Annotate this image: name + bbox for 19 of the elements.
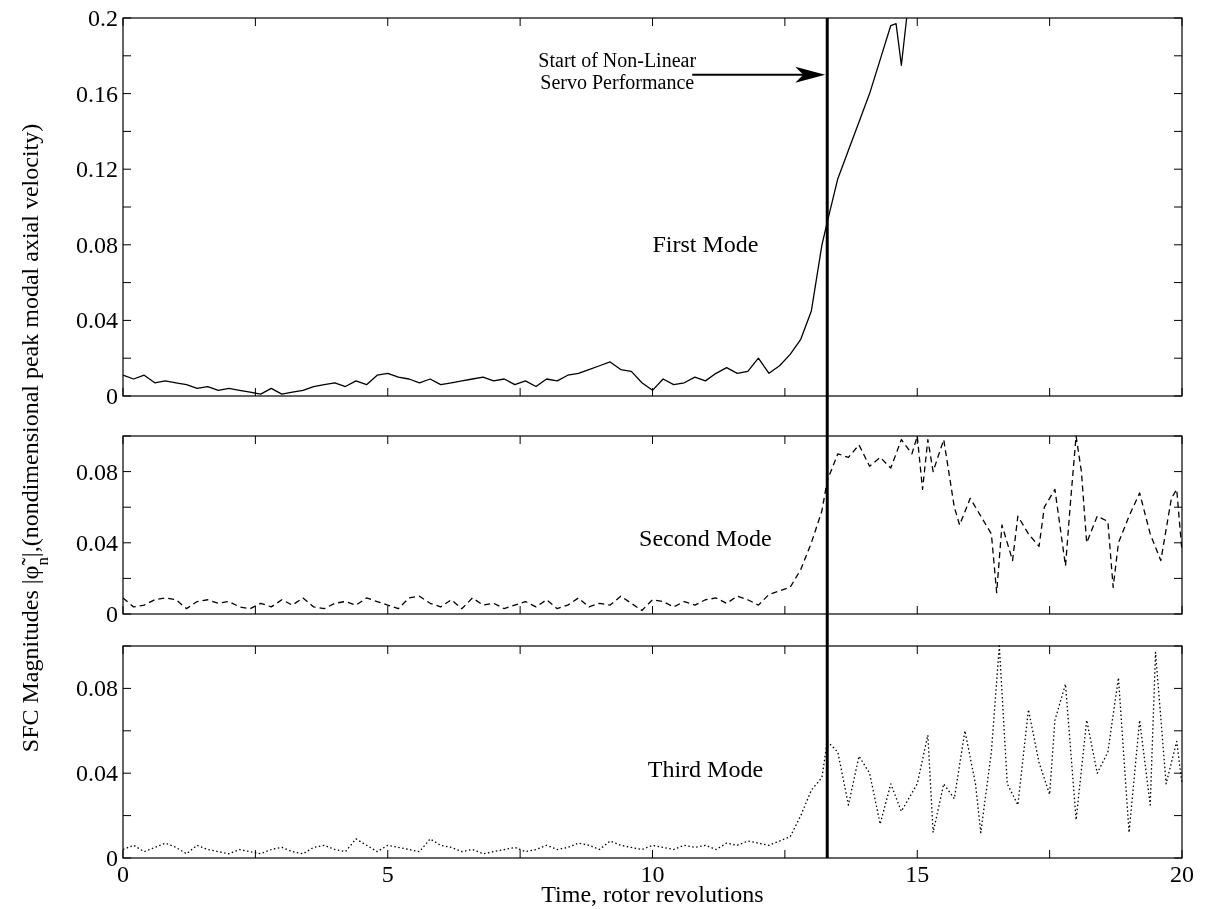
x-tick-label: 20 — [1170, 861, 1194, 887]
y-tick-label: 0 — [106, 383, 118, 409]
series-label: Third Mode — [647, 756, 764, 783]
y-tick-label: 0 — [106, 601, 118, 627]
series-label: Second Mode — [639, 525, 772, 552]
y-tick-label: 0.2 — [88, 5, 118, 31]
x-tick-label: 5 — [381, 861, 394, 887]
y-tick-label: 0.12 — [76, 156, 118, 183]
y-tick-label: 0 — [106, 845, 118, 871]
y-tick-label: 0.08 — [76, 458, 118, 485]
text: First Mode — [652, 231, 759, 258]
annotation: Start of Non-Linear Servo Performance — [538, 48, 697, 93]
x-tick-label: 15 — [905, 861, 930, 887]
y-tick-label: 0.04 — [76, 307, 118, 334]
y-tick-label: 0.04 — [76, 529, 118, 556]
y-tick-label: 0.08 — [76, 675, 118, 702]
y-tick-label: 0.08 — [76, 231, 118, 258]
y-tick-label: 0.16 — [76, 80, 118, 107]
y-tick-label: 0.04 — [76, 760, 118, 787]
